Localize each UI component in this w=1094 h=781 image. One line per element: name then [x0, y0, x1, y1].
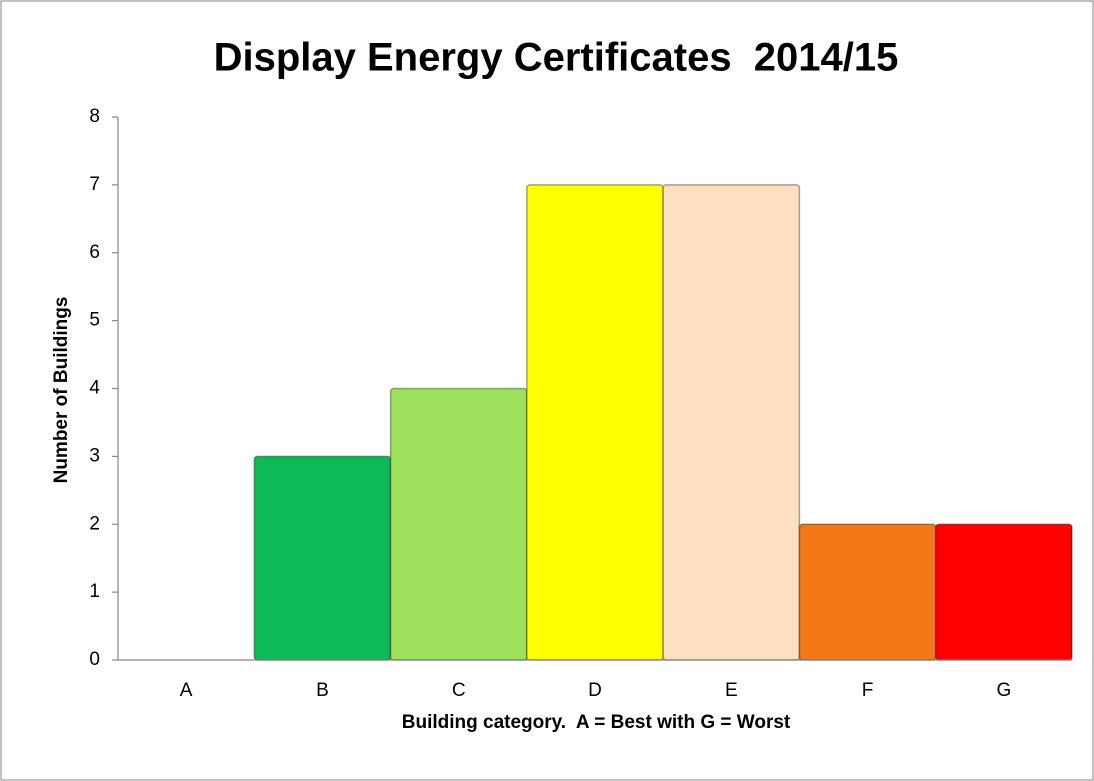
- y-tick-label: 0: [89, 649, 100, 670]
- x-tick-label: D: [588, 680, 602, 701]
- x-tick-label: B: [316, 680, 329, 701]
- chart-title: Display Energy Certificates 2014/15: [214, 36, 899, 80]
- y-tick-label: 7: [89, 174, 100, 195]
- bar: [934, 523, 1073, 661]
- x-tick-label: G: [996, 680, 1011, 701]
- bar: [389, 387, 528, 661]
- x-tick-label: F: [862, 680, 874, 701]
- bar: [526, 184, 664, 661]
- y-tick-label: 5: [89, 310, 100, 331]
- x-tick-label: E: [725, 680, 738, 701]
- y-tick-label: 1: [89, 581, 100, 602]
- y-tick-label: 4: [89, 378, 100, 399]
- bar: [253, 455, 392, 661]
- bar: [798, 523, 937, 661]
- x-tick-label: A: [180, 680, 193, 701]
- y-tick-label: 3: [89, 445, 100, 466]
- x-tick-label: C: [452, 680, 466, 701]
- y-tick-label: 2: [89, 513, 100, 534]
- y-tick-label: 8: [89, 106, 100, 127]
- bar: [662, 184, 801, 661]
- y-tick-label: 6: [89, 242, 100, 263]
- y-axis-label: Number of Buildings: [51, 297, 72, 484]
- x-axis-label: Building category. A = Best with G = Wor…: [402, 712, 791, 733]
